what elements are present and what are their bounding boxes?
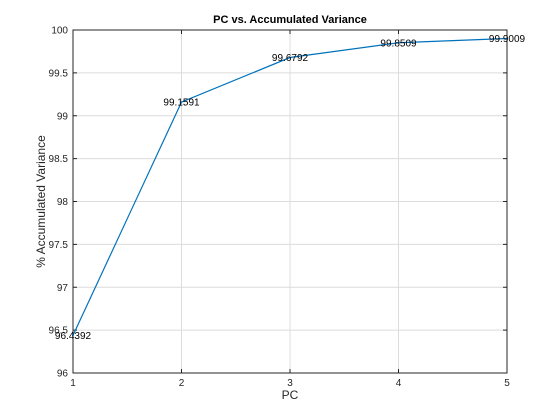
data-point	[397, 41, 400, 44]
x-axis-label: PC	[282, 388, 299, 402]
y-tick-label: 100	[51, 26, 68, 37]
y-tick-label: 99.5	[49, 68, 69, 79]
data-point	[180, 101, 183, 103]
data-point	[289, 56, 291, 59]
y-tick-label: 99	[57, 111, 69, 122]
y-tick-label: 97	[57, 283, 69, 294]
x-tick-label: 1	[70, 378, 76, 389]
x-tick-label: 4	[396, 378, 402, 389]
y-tick-label: 96.5	[49, 326, 69, 337]
data-point	[506, 37, 508, 40]
y-tick-label: 96	[57, 369, 69, 380]
x-tick-label: 3	[287, 378, 293, 389]
chart-title: PC vs. Accumulated Variance	[213, 14, 367, 26]
data-label: 96.4392	[55, 331, 92, 342]
x-tick-label: 2	[179, 378, 185, 389]
y-axis-label: % Accumulated Variance	[34, 135, 48, 268]
data-labels: 96.4392 99.1591 99.6792 99.8509 99.9009	[55, 34, 526, 342]
data-point	[72, 334, 74, 337]
axis-ticks: 1 2 3 4 5 96 96.5 97 97.5 98 98.5 99 99.5 100	[49, 26, 511, 390]
data-label: 99.6792	[272, 53, 309, 64]
y-tick-label: 98.5	[49, 154, 69, 165]
data-label: 99.1591	[163, 98, 200, 109]
series	[72, 37, 508, 337]
x-tick-label: 5	[504, 378, 510, 389]
data-label: 99.8509	[380, 38, 417, 49]
y-tick-label: 98	[57, 197, 69, 208]
data-label: 99.9009	[489, 34, 526, 45]
grid	[72, 29, 508, 374]
y-tick-label: 97.5	[49, 240, 69, 251]
